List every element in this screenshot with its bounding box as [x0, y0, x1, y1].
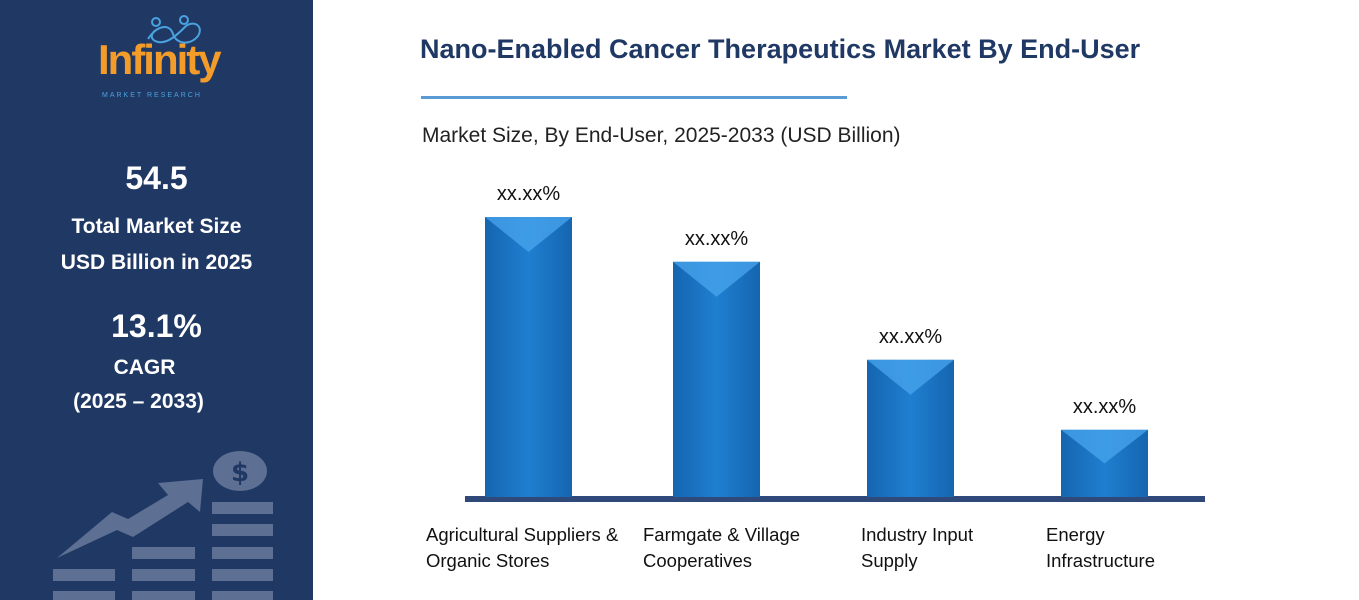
- data-label: xx.xx%: [879, 326, 943, 348]
- bar-highlight: [485, 217, 572, 252]
- category-label: Farmgate & Village Cooperatives: [643, 522, 800, 574]
- infinity-logo-icon: [147, 15, 201, 44]
- chart-title: Nano-Enabled Cancer Therapeutics Market …: [420, 34, 1141, 64]
- chart-subtitle: Market Size, By End-User, 2025-2033 (USD…: [422, 124, 901, 147]
- data-label: xx.xx%: [685, 228, 749, 250]
- bar-highlight: [867, 359, 954, 395]
- bar-highlight: [1061, 429, 1148, 464]
- data-label: xx.xx%: [1073, 396, 1137, 418]
- growth-chart-dollar-icon: $: [53, 451, 273, 600]
- bar-highlight: [673, 261, 760, 297]
- sidebar: Infinity MARKET RESEARCH 54.5 Total Mark…: [0, 0, 313, 600]
- category-label-line: Supply: [861, 550, 918, 571]
- logo-subtitle: MARKET RESEARCH: [102, 92, 202, 99]
- category-label-line: Cooperatives: [643, 550, 753, 571]
- market-size-unit: USD Billion in 2025: [60, 251, 253, 274]
- cagr-value: 13.1%: [111, 308, 202, 344]
- svg-text:$: $: [231, 458, 249, 488]
- title-underline: [421, 96, 847, 99]
- category-label-line: Infrastructure: [1046, 550, 1155, 571]
- category-label: Energy Infrastructure: [1046, 522, 1155, 574]
- category-label: Industry Input Supply: [861, 522, 973, 574]
- x-axis-line: [465, 496, 1205, 502]
- cagr-label: CAGR: [113, 356, 176, 379]
- logo-wordmark: Infinity: [98, 36, 222, 83]
- category-label-line: Energy: [1046, 524, 1105, 545]
- category-label-line: Industry Input: [861, 524, 974, 545]
- market-size-label: Total Market Size: [71, 215, 242, 238]
- category-label-line: Organic Stores: [426, 550, 550, 571]
- category-label-line: Agricultural Suppliers &: [426, 524, 619, 545]
- bar: [673, 261, 760, 497]
- bar: [485, 217, 572, 497]
- category-label: Agricultural Suppliers & Organic Stores: [426, 522, 618, 574]
- cagr-period: (2025 – 2033): [73, 390, 204, 413]
- category-label-line: Farmgate & Village: [643, 524, 800, 545]
- market-size-value: 54.5: [125, 160, 188, 196]
- data-label: xx.xx%: [497, 183, 561, 205]
- logo: Infinity MARKET RESEARCH: [98, 14, 238, 99]
